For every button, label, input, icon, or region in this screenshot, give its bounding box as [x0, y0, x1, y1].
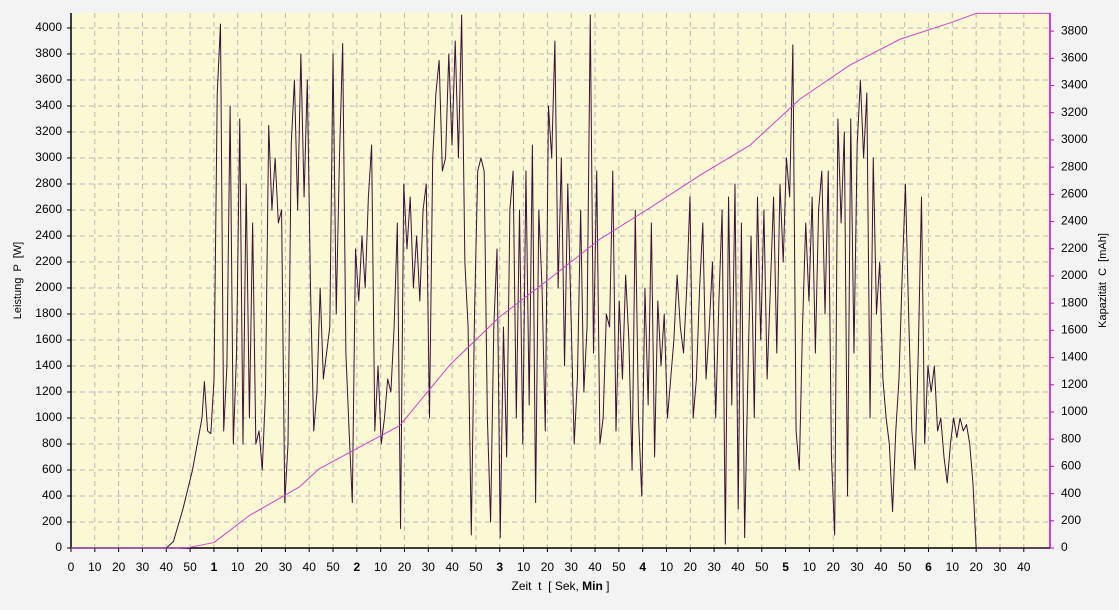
y-tick-label: 2000	[35, 280, 62, 294]
y2-tick-label: 1600	[1061, 323, 1088, 337]
y-tick-label: 1200	[35, 384, 62, 398]
series-line	[71, 14, 1050, 549]
x-tick-label: 20	[398, 560, 412, 574]
y2-tick-label: 1800	[1061, 295, 1088, 309]
y2-tick-label: 3400	[1061, 78, 1088, 92]
x-tick-label: 50	[183, 560, 197, 574]
x-tick-label: 10	[88, 560, 102, 574]
y-tick-label: 2400	[35, 228, 62, 242]
x-tick-label: 50	[326, 560, 340, 574]
y2-tick-label: 2600	[1061, 186, 1088, 200]
x-tick-label: 10	[374, 560, 388, 574]
x-tick-label: 40	[160, 560, 174, 574]
x-tick-label: 30	[422, 560, 436, 574]
y2-axis-label: Kapazität C [mAh]	[1097, 233, 1109, 328]
x-tick-label: 10	[517, 560, 531, 574]
x-axis-label-part: Min	[582, 579, 603, 593]
x-tick-label: 20	[827, 560, 841, 574]
y-tick-label: 3400	[35, 98, 62, 112]
x-tick-label: 30	[279, 560, 293, 574]
y2-tick-label: 3000	[1061, 132, 1088, 146]
y2-tick-label: 400	[1061, 486, 1081, 500]
y2-tick-label: 1200	[1061, 377, 1088, 391]
y2-tick-label: 3800	[1061, 23, 1088, 37]
y2-tick-label: 1000	[1061, 404, 1088, 418]
y-axis-label: Leistung P [W]	[12, 242, 24, 319]
x-axis-label-part: Zeit t [ Sek,	[511, 579, 582, 593]
y-tick-label: 200	[42, 514, 62, 528]
y2-tick-label: 0	[1061, 540, 1068, 554]
y-tick-label: 4000	[35, 20, 62, 34]
y-tick-label: 0	[55, 540, 62, 554]
x-tick-label: 10	[803, 560, 817, 574]
y2-tick-label: 2000	[1061, 268, 1088, 282]
y-tick-label: 3200	[35, 124, 62, 138]
x-tick-label: 20	[541, 560, 555, 574]
x-tick-label: 20	[969, 560, 983, 574]
x-tick-label: 30	[136, 560, 150, 574]
x-tick-label: 3	[496, 560, 503, 574]
x-axis-label: Zeit t [ Sek, Min ]	[511, 579, 609, 593]
x-tick-label: 30	[707, 560, 721, 574]
y-tick-label: 1800	[35, 306, 62, 320]
y2-tick-label: 2200	[1061, 241, 1088, 255]
y-tick-label: 1000	[35, 410, 62, 424]
y2-tick-label: 2800	[1061, 159, 1088, 173]
y-tick-label: 800	[42, 436, 62, 450]
y-tick-label: 2600	[35, 202, 62, 216]
x-tick-label: 40	[588, 560, 602, 574]
y2-tick-label: 600	[1061, 459, 1081, 473]
plot-area	[71, 13, 1050, 548]
x-tick-label: 20	[112, 560, 126, 574]
y2-tick-label: 1400	[1061, 350, 1088, 364]
x-tick-label: 6	[925, 560, 932, 574]
x-tick-label: 20	[684, 560, 698, 574]
series-line	[71, 12, 1050, 549]
y-tick-label: 400	[42, 488, 62, 502]
x-tick-label: 40	[1017, 560, 1031, 574]
x-tick-label: 40	[445, 560, 459, 574]
x-tick-label: 50	[755, 560, 769, 574]
x-tick-label: 30	[993, 560, 1007, 574]
y-tick-label: 2200	[35, 254, 62, 268]
x-tick-label: 50	[898, 560, 912, 574]
y-tick-label: 1600	[35, 332, 62, 346]
y-tick-label: 600	[42, 462, 62, 476]
x-tick-label: 0	[68, 560, 75, 574]
y-tick-label: 3800	[35, 46, 62, 60]
x-tick-label: 40	[303, 560, 317, 574]
x-tick-label: 30	[850, 560, 864, 574]
y2-tick-label: 3600	[1061, 50, 1088, 64]
x-tick-label: 10	[946, 560, 960, 574]
x-tick-label: 50	[469, 560, 483, 574]
x-tick-label: 40	[874, 560, 888, 574]
y2-tick-label: 3200	[1061, 105, 1088, 119]
x-tick-label: 4	[639, 560, 646, 574]
y2-tick-label: 2400	[1061, 214, 1088, 228]
x-tick-label: 10	[231, 560, 245, 574]
y-tick-label: 2800	[35, 176, 62, 190]
x-axis-label-part: ]	[603, 579, 610, 593]
x-tick-label: 10	[660, 560, 674, 574]
x-tick-label: 30	[565, 560, 579, 574]
y-tick-label: 3000	[35, 150, 62, 164]
x-tick-label: 50	[612, 560, 626, 574]
x-tick-label: 20	[255, 560, 269, 574]
x-tick-label: 2	[353, 560, 360, 574]
y-tick-label: 3600	[35, 72, 62, 86]
y-tick-label: 1400	[35, 358, 62, 372]
y2-tick-label: 200	[1061, 513, 1081, 527]
x-tick-label: 1	[211, 560, 218, 574]
y2-tick-label: 800	[1061, 431, 1081, 445]
x-tick-label: 40	[731, 560, 745, 574]
x-tick-label: 5	[782, 560, 789, 574]
